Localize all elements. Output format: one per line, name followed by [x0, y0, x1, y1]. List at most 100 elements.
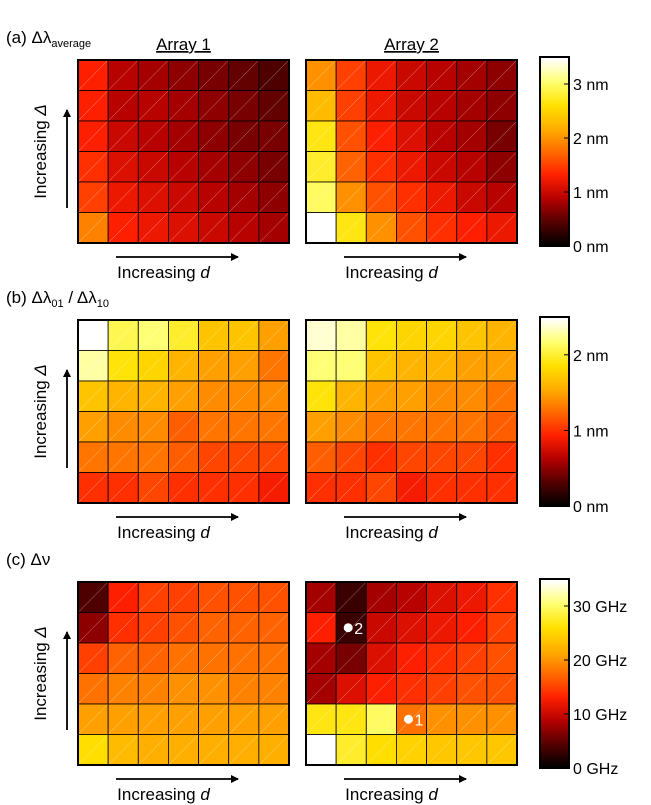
cell-diagonal: [456, 120, 488, 152]
colorbar-segment: [540, 198, 569, 202]
cell-diagonal: [107, 380, 139, 412]
colorbar-segment: [540, 184, 569, 188]
cell-diagonal: [305, 612, 337, 644]
heatmap-array-1: [77, 59, 290, 244]
colorbar-segment: [540, 366, 569, 370]
cell-diagonal: [486, 581, 518, 613]
colorbar-segment: [540, 701, 569, 705]
cell-diagonal: [168, 642, 199, 674]
y-axis-label: Increasing Δ: [31, 626, 50, 721]
colorbar-segment: [540, 685, 569, 689]
colorbar-segment: [540, 324, 569, 328]
panel-label: (b) Δλ01 / Δλ10: [6, 288, 109, 310]
colorbar-segment: [540, 224, 569, 228]
cell-diagonal: [77, 411, 109, 443]
cell-diagonal: [305, 212, 337, 244]
colorbar-segment: [540, 480, 569, 483]
cell-diagonal: [258, 59, 290, 91]
colorbar-segment: [540, 581, 569, 585]
colorbar-segment: [540, 458, 569, 462]
cell-diagonal: [456, 212, 488, 244]
cell-diagonal: [258, 703, 290, 735]
colorbar-segment: [540, 468, 569, 472]
colorbar-segment: [540, 139, 569, 143]
cell-diagonal: [486, 350, 518, 382]
colorbar-segment: [540, 163, 569, 167]
cell-diagonal: [198, 441, 229, 473]
cell-diagonal: [138, 734, 169, 766]
colorbar-segment: [540, 210, 569, 214]
cell-diagonal: [198, 673, 229, 705]
cell-diagonal: [396, 319, 427, 351]
cell-diagonal: [138, 441, 169, 473]
heatmap-array-1: [77, 319, 290, 504]
colorbar-segment: [540, 746, 569, 750]
cell-diagonal: [138, 319, 169, 351]
colorbar-segment: [540, 491, 569, 495]
cell-diagonal: [168, 441, 199, 473]
cell-diagonal: [258, 441, 290, 473]
cell-diagonal: [107, 319, 139, 351]
colorbar-segment: [540, 718, 569, 722]
colorbar-segment: [540, 496, 569, 500]
cell-diagonal: [426, 673, 457, 705]
cell-diagonal: [305, 380, 337, 412]
colorbar-tick-label: 30 GHz: [573, 599, 627, 616]
cell-diagonal: [198, 642, 229, 674]
colorbar-segment: [540, 406, 569, 410]
colorbar-segment: [540, 231, 569, 235]
cell-diagonal: [486, 734, 518, 766]
colorbar-segment: [540, 368, 569, 372]
cell-diagonal: [396, 411, 427, 443]
cell-diagonal: [335, 703, 367, 735]
cell-diagonal: [305, 673, 337, 705]
cell-diagonal: [168, 59, 199, 91]
colorbar-tick-label: 0 nm: [573, 239, 609, 256]
colorbar-segment: [540, 593, 569, 597]
cell-diagonal: [335, 120, 367, 152]
cell-diagonal: [366, 612, 397, 644]
cell-diagonal: [168, 673, 199, 705]
colorbar-segment: [540, 191, 569, 195]
colorbar-segment: [540, 668, 569, 672]
colorbar-segment: [540, 680, 569, 684]
cell-diagonal: [426, 59, 457, 91]
colorbar-border: [539, 578, 570, 769]
colorbar-segment: [540, 361, 569, 365]
colorbar-segment: [540, 364, 569, 368]
colorbar-segment: [540, 649, 569, 653]
cell-diagonal: [305, 59, 337, 91]
cell-diagonal: [258, 734, 290, 766]
cell-diagonal: [77, 90, 109, 122]
cell-diagonal: [366, 59, 397, 91]
colorbar-segment: [540, 456, 569, 460]
colorbar-segment: [540, 359, 569, 363]
colorbar-segment: [540, 92, 569, 96]
cell-diagonal: [228, 673, 260, 705]
colorbar-segment: [540, 87, 569, 91]
cell-diagonal: [198, 350, 229, 382]
cell-diagonal: [77, 441, 109, 473]
cell-diagonal: [198, 703, 229, 735]
colorbar-segment: [540, 340, 569, 344]
colorbar-segment: [540, 108, 569, 112]
cell-diagonal: [305, 642, 337, 674]
x-axis-label: Increasing d: [117, 785, 210, 804]
colorbar-segment: [540, 229, 569, 233]
cell-diagonal: [456, 319, 488, 351]
cell-diagonal: [77, 350, 109, 382]
x-axis-label: Increasing d: [117, 523, 210, 542]
colorbar-segment: [540, 104, 569, 108]
colorbar-segment: [540, 609, 569, 613]
colorbar-segment: [540, 404, 569, 408]
colorbar-segment: [540, 744, 569, 748]
cell-diagonal: [138, 411, 169, 443]
cell-diagonal: [258, 642, 290, 674]
cell-diagonal: [305, 120, 337, 152]
cell-diagonal: [305, 472, 337, 504]
colorbar-segment: [540, 212, 569, 216]
cell-diagonal: [138, 212, 169, 244]
colorbar-segment: [540, 446, 569, 450]
colorbar-segment: [540, 371, 569, 375]
colorbar-segment: [540, 418, 569, 422]
